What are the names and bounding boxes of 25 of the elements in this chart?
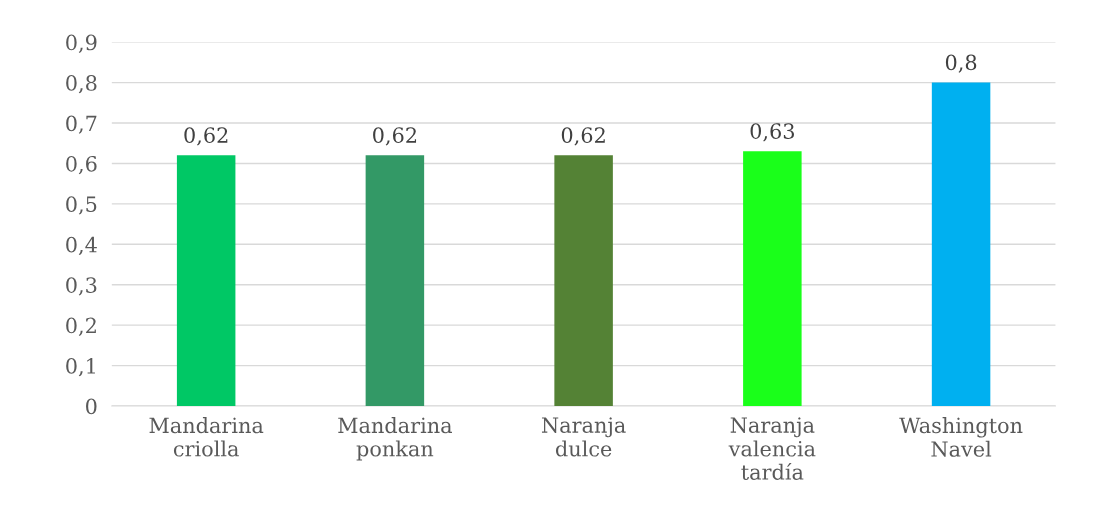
x-tick-label: Washington Navel xyxy=(899,417,1023,457)
x-tick-label: Mandarina criolla xyxy=(149,417,264,457)
bar xyxy=(743,151,802,406)
y-tick-label: 0,9 xyxy=(66,34,97,53)
x-tick-label: Mandarina ponkan xyxy=(338,417,452,461)
bar xyxy=(176,155,236,406)
x-tick-label: Naranja dulce xyxy=(541,417,626,457)
data-label: 0,63 xyxy=(750,123,794,142)
bar xyxy=(931,82,991,406)
y-tick-label: 0,8 xyxy=(66,75,97,94)
data-label: 0,8 xyxy=(945,54,977,73)
data-label: 0,62 xyxy=(373,127,417,146)
y-tick-label: 0,4 xyxy=(66,236,97,256)
y-tick-label: 0 xyxy=(86,398,97,415)
y-tick-label: 0,3 xyxy=(66,277,97,296)
x-tick-label: Naranja valencia tardía xyxy=(728,417,816,480)
y-tick-label: 0,5 xyxy=(66,196,97,215)
bar xyxy=(365,155,425,406)
data-label: 0,62 xyxy=(561,127,605,146)
y-tick-label: 0,1 xyxy=(66,358,95,377)
bar xyxy=(554,155,613,406)
y-tick-label: 0,6 xyxy=(66,155,97,175)
data-label: 0,62 xyxy=(184,127,228,146)
y-tick-label: 0,7 xyxy=(66,115,97,134)
y-tick-label: 0,2 xyxy=(66,317,96,336)
